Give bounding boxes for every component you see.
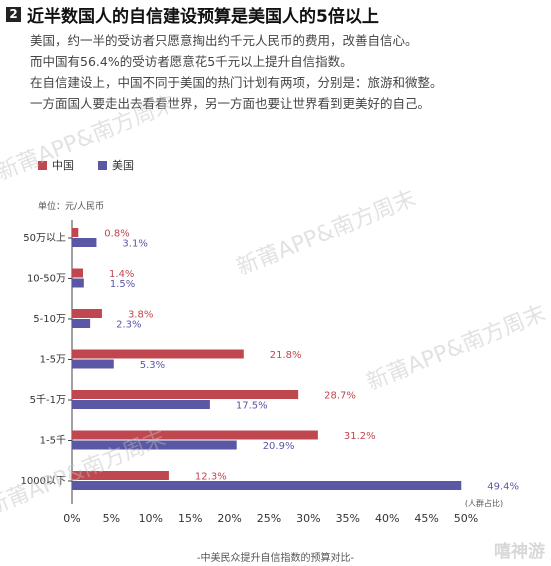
intro-line: 而中国有56.4%的受访者愿意花5千元以上提升自信指数。 xyxy=(30,54,353,69)
intro-text: 美国，约一半的受访者只愿意掏出约千元人民币的费用，改善自信心。 而中国有56.4… xyxy=(30,30,545,114)
category-label: 5-10万 xyxy=(33,314,66,325)
x-tick-label: 45% xyxy=(414,512,438,525)
legend-swatch-china xyxy=(38,160,47,170)
x-axis-label: (人群占比) xyxy=(465,498,503,508)
value-label-china: 0.8% xyxy=(104,229,129,240)
category-label: 1-5万 xyxy=(40,355,66,366)
category-label: 50万以上 xyxy=(23,232,66,244)
section-number: 2 xyxy=(6,7,21,22)
x-tick-label: 15% xyxy=(178,512,202,525)
x-tick-label: 0% xyxy=(63,512,80,525)
bar-china xyxy=(72,268,84,278)
value-label-usa: 5.3% xyxy=(140,360,165,371)
bar-usa xyxy=(72,319,91,328)
intro-line: 一方面国人要走出去看看世界，另一方面也要让世界看到更美好的自己。 xyxy=(30,96,431,111)
bar-usa xyxy=(72,440,237,450)
title-row: 2 近半数国人的自信建设预算是美国人的5倍以上 xyxy=(6,2,379,27)
x-tick-label: 20% xyxy=(217,512,241,525)
category-label: 10-50万 xyxy=(27,274,66,285)
legend-item-usa: 美国 xyxy=(98,157,134,173)
category-label: 5千-1万 xyxy=(30,394,66,406)
bar-usa xyxy=(72,238,97,247)
legend-item-china: 中国 xyxy=(38,157,74,173)
site-watermark: 嘻神游 xyxy=(494,542,545,562)
value-label-usa: 1.5% xyxy=(110,279,135,290)
x-tick-label: 50% xyxy=(454,512,478,525)
x-tick-label: 40% xyxy=(375,512,399,525)
intro-line: 在自信建设上，中国不同于美国的热门计划有两项，分别是：旅游和微整。 xyxy=(30,75,443,90)
category-label: 1-5千 xyxy=(40,435,66,447)
chart-legend: 中国 美国 xyxy=(38,157,134,173)
value-label-usa: 2.3% xyxy=(116,320,141,331)
value-label-china: 31.2% xyxy=(344,431,376,442)
bar-china xyxy=(72,390,299,399)
chart-caption: -中美民众提升自信指数的预算对比- xyxy=(196,553,355,564)
bar-china xyxy=(72,430,318,440)
legend-swatch-usa xyxy=(98,160,107,170)
value-label-china: 28.7% xyxy=(324,391,356,402)
bar-usa xyxy=(72,278,84,288)
legend-label-usa: 美国 xyxy=(112,159,134,172)
x-tick-label: 5% xyxy=(103,512,120,525)
value-label-usa: 17.5% xyxy=(236,401,268,412)
value-label-china: 1.4% xyxy=(109,269,134,280)
value-label-china: 3.8% xyxy=(128,310,153,321)
bar-usa xyxy=(72,400,210,409)
bar-china xyxy=(72,309,102,318)
x-tick-label: 10% xyxy=(139,512,163,525)
x-tick-label: 30% xyxy=(296,512,320,525)
intro-line: 美国，约一半的受访者只愿意掏出约千元人民币的费用，改善自信心。 xyxy=(30,33,418,48)
value-label-china: 12.3% xyxy=(195,472,227,483)
x-tick-label: 35% xyxy=(336,512,360,525)
page-title: 近半数国人的自信建设预算是美国人的5倍以上 xyxy=(27,7,379,27)
bar-china xyxy=(72,228,79,237)
bar-usa xyxy=(72,481,462,490)
value-label-usa: 20.9% xyxy=(263,441,295,452)
x-tick-label: 25% xyxy=(257,512,281,525)
value-label-china: 21.8% xyxy=(270,350,302,361)
bar-chart: 50万以上 0.8%3.1% 10-50万 1.4%1.5% 5-10万 3.8%2.3%… xyxy=(21,220,519,525)
bar-china xyxy=(72,349,244,359)
value-label-usa: 3.1% xyxy=(122,239,147,250)
category-label: 1000以下 xyxy=(21,476,66,487)
legend-label-china: 中国 xyxy=(52,159,74,172)
unit-note: 单位：元/人民币 xyxy=(38,202,105,212)
bar-china xyxy=(72,471,169,480)
bar-usa xyxy=(72,359,114,369)
value-label-usa: 49.4% xyxy=(487,482,519,493)
